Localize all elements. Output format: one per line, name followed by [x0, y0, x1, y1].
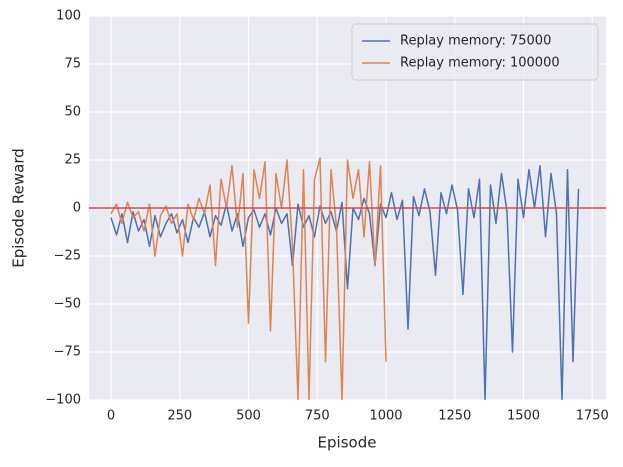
x-tick-label: 250 [167, 409, 192, 424]
series-line [110, 157, 387, 400]
legend-label: Replay memory: 100000 [400, 56, 560, 71]
legend-box [351, 23, 599, 81]
y-tick-label: −50 [54, 297, 81, 312]
x-tick-label: 1500 [507, 409, 540, 424]
legend: Replay memory: 75000 Replay memory: 10000… [351, 23, 599, 81]
series-line [110, 165, 580, 400]
y-tick-label: 0 [73, 201, 81, 216]
x-tick-label: 1250 [438, 409, 471, 424]
y-tick-label: 100 [56, 9, 81, 24]
x-tick-label: 1750 [576, 409, 609, 424]
x-tick-label: 500 [236, 409, 261, 424]
x-tick-label: 0 [107, 409, 115, 424]
legend-label: Replay memory: 75000 [400, 34, 551, 49]
x-tick-label: 1000 [369, 409, 402, 424]
x-tick-label: 750 [305, 409, 330, 424]
y-tick-label: −100 [45, 393, 81, 408]
y-tick-label: 50 [64, 105, 81, 120]
lines [89, 157, 606, 400]
y-tick-label: −75 [54, 345, 81, 360]
y-axis-label: Episode Reward [10, 148, 28, 268]
y-tick-label: −25 [54, 249, 81, 264]
x-axis-label: Episode [318, 434, 377, 452]
y-tick-label: 25 [64, 153, 81, 168]
y-tick-label: 75 [64, 57, 81, 72]
